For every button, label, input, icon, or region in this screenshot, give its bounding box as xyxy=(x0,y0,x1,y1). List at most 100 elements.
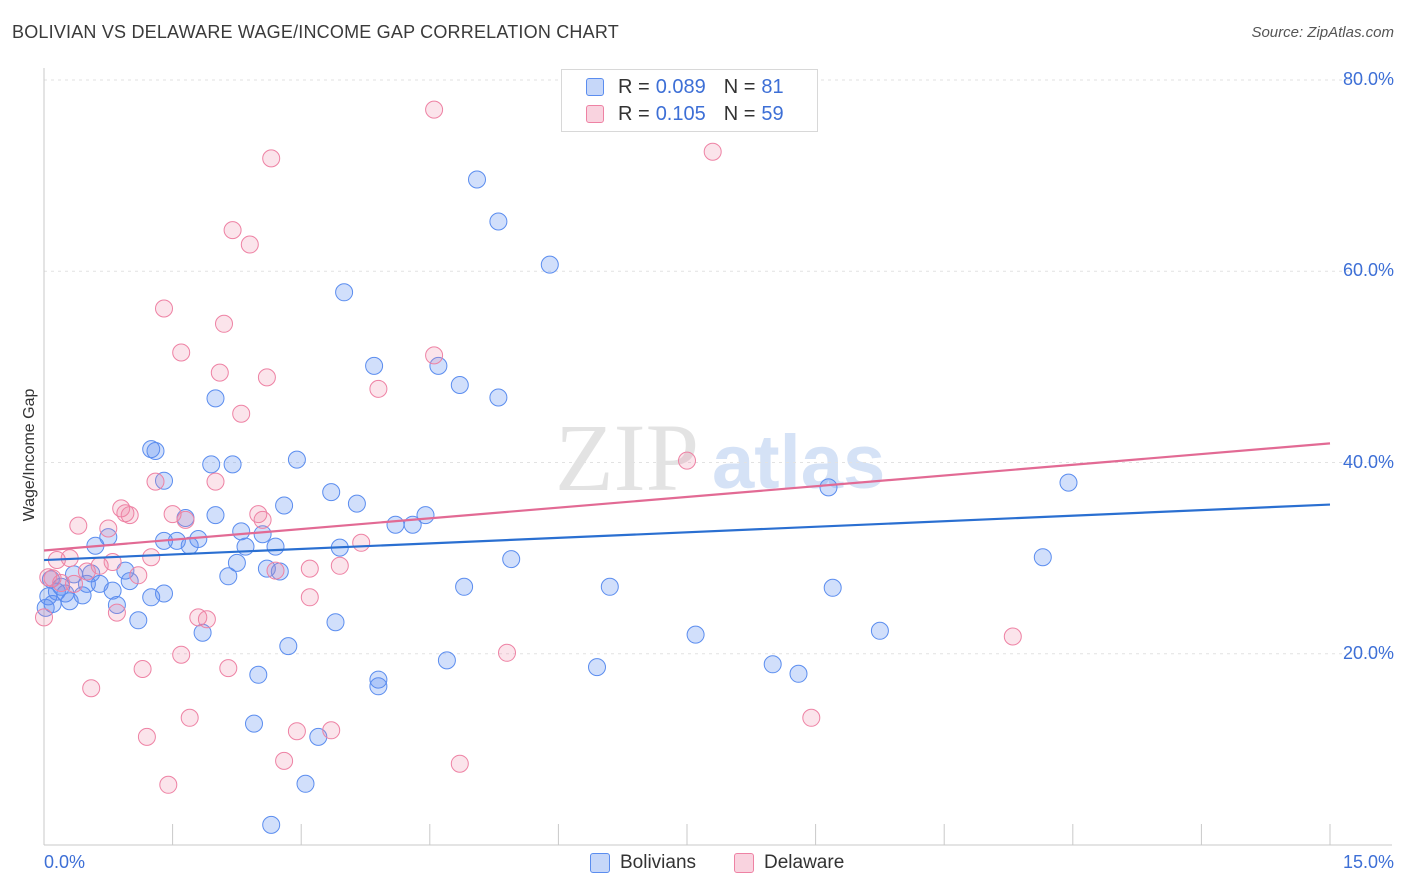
chart-source: Source: ZipAtlas.com xyxy=(1251,24,1394,41)
delaware-point-41 xyxy=(287,722,306,741)
legend-swatch-blue xyxy=(586,78,604,96)
legend-r-value: 0.105 xyxy=(655,102,706,125)
delaware-point-24 xyxy=(176,510,195,529)
bolivians-point-50 xyxy=(326,613,345,632)
bolivians-point-29 xyxy=(202,455,221,474)
bolivians-point-14 xyxy=(107,596,126,614)
delaware-point-28 xyxy=(206,472,225,491)
y-tick-label-80: 80.0% xyxy=(1342,69,1394,89)
bolivians-point-79 xyxy=(36,598,55,617)
delaware-point-37 xyxy=(257,368,276,387)
delaware-point-27 xyxy=(197,610,216,629)
delaware-point-58 xyxy=(77,562,96,581)
bolivians-point-68 xyxy=(540,255,559,274)
axes xyxy=(43,68,1392,846)
delaware-point-19 xyxy=(155,299,173,318)
delaware-point-16 xyxy=(137,727,156,746)
bolivians-point-62 xyxy=(450,376,469,394)
delaware-point-53 xyxy=(703,142,722,161)
bolivians-point-42 xyxy=(266,537,285,556)
bolivians-point-47 xyxy=(296,774,315,793)
legend-swatch-pink xyxy=(586,105,604,123)
bolivians-point-59 xyxy=(416,506,435,525)
bolivians-point-16 xyxy=(120,572,139,591)
delaware-trend-line xyxy=(43,442,1331,552)
series-swatch-pink xyxy=(734,853,754,873)
bolivians-point-17 xyxy=(129,611,148,630)
bolivians-point-56 xyxy=(369,677,388,696)
delaware-point-52 xyxy=(678,451,696,470)
legend-n-value: 59 xyxy=(761,102,784,125)
bolivians-point-60 xyxy=(429,356,448,375)
series-label-delaware: Delaware xyxy=(764,852,845,873)
delaware-point-20 xyxy=(159,775,178,794)
bolivians-point-72 xyxy=(763,655,782,674)
delaware-point-23 xyxy=(172,645,191,664)
bolivians-point-61 xyxy=(437,651,456,670)
bolivians-point-73 xyxy=(789,664,808,683)
bolivians-point-34 xyxy=(227,553,246,572)
delaware-point-51 xyxy=(498,643,516,662)
delaware-point-38 xyxy=(262,149,281,168)
x-tick-label-max: 15.0% xyxy=(1342,852,1394,872)
bolivians-point-71 xyxy=(686,625,705,644)
y-tick-label-40: 40.0% xyxy=(1342,451,1394,472)
chart-title: BOLIVIAN VS DELAWARE WAGE/INCOME GAP COR… xyxy=(12,22,619,42)
bolivians-point-45 xyxy=(279,637,298,656)
delaware-point-33 xyxy=(232,404,251,423)
delaware-point-40 xyxy=(275,751,294,770)
delaware-point-55 xyxy=(1003,627,1022,646)
bolivians-point-64 xyxy=(468,170,486,189)
legend-r-label: R = xyxy=(618,75,650,98)
delaware-point-8 xyxy=(99,519,118,538)
bolivians-point-80 xyxy=(41,570,60,589)
gridlines xyxy=(44,79,1392,655)
delaware-point-29 xyxy=(210,363,229,382)
watermark-zip: ZIP xyxy=(555,404,699,511)
trend-lines xyxy=(43,442,1331,562)
bolivians-point-69 xyxy=(588,658,606,677)
delaware-point-44 xyxy=(322,721,341,740)
delaware-point-18 xyxy=(146,472,165,491)
bolivians-point-67 xyxy=(502,550,521,569)
delaware-point-54 xyxy=(802,708,821,727)
delaware-point-31 xyxy=(219,659,238,678)
legend-r-label: R = xyxy=(618,102,650,125)
bolivians-point-30 xyxy=(206,506,225,525)
bolivians-point-55 xyxy=(369,670,388,689)
delaware-point-47 xyxy=(369,379,388,398)
correlation-legend: R = 0.089 N = 81 R = 0.105 N = 59 xyxy=(561,69,818,132)
bolivians-point-78 xyxy=(1059,473,1078,492)
delaware-point-32 xyxy=(223,221,242,240)
legend-r-value: 0.089 xyxy=(655,75,706,98)
bolivians-point-21 xyxy=(146,442,165,460)
bolivians-point-35 xyxy=(232,522,251,541)
bolivians-point-53 xyxy=(347,494,366,513)
delaware-point-5 xyxy=(69,516,88,535)
delaware-point-56 xyxy=(43,569,62,588)
bolivians-point-33 xyxy=(223,455,242,474)
bolivians-point-63 xyxy=(455,577,474,596)
delaware-point-3 xyxy=(52,574,71,592)
bolivians-point-37 xyxy=(245,714,263,733)
bolivians-point-19 xyxy=(155,584,173,603)
legend-n-label: N = xyxy=(723,102,756,125)
bolivians-point-77 xyxy=(1033,548,1052,567)
legend-row-bolivians: R = 0.089 N = 81 xyxy=(586,75,784,99)
bolivians-point-44 xyxy=(275,496,294,515)
delaware-point-17 xyxy=(142,548,161,567)
series-legend-delaware: Delaware xyxy=(734,852,844,874)
bolivians-point-52 xyxy=(335,283,354,302)
bolivians-point-66 xyxy=(489,212,508,231)
delaware-point-43 xyxy=(300,559,319,578)
delaware-point-4 xyxy=(65,574,83,593)
delaware-point-6 xyxy=(82,679,101,698)
bolivians-point-75 xyxy=(823,578,842,597)
delaware-point-42 xyxy=(300,588,319,607)
legend-n-label: N = xyxy=(723,75,756,98)
x-tick-label-min: 0.0% xyxy=(44,852,86,872)
bolivians-point-13 xyxy=(103,581,122,600)
bolivians-point-32 xyxy=(219,567,238,586)
bolivians-point-31 xyxy=(206,389,225,408)
delaware-point-45 xyxy=(330,556,349,575)
